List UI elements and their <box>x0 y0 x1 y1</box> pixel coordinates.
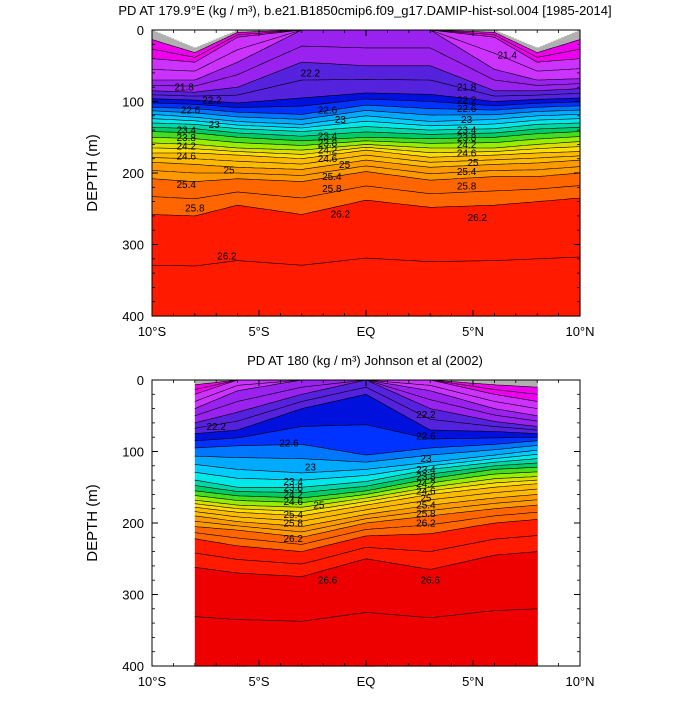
panel-model: PD AT 179.9°E (kg / m³), b.e21.B1850cmip… <box>84 3 612 339</box>
contour-label: 24.6 <box>176 151 196 162</box>
contour-label: 26.2 <box>217 251 237 262</box>
y-tick-label: 100 <box>122 95 144 110</box>
x-tick-label: 5°S <box>248 324 269 339</box>
x-tick-label: 10°N <box>565 324 594 339</box>
contour-label: 21.8 <box>174 83 194 94</box>
contour-label: 25.4 <box>457 167 477 178</box>
contour-label: 25 <box>223 166 235 177</box>
y-tick-label: 0 <box>137 23 144 38</box>
contour-label: 22.6 <box>457 104 477 115</box>
contour-label: 25.8 <box>457 181 477 192</box>
x-tick-label: 5°N <box>462 324 484 339</box>
panel-observed: PD AT 180 (kg / m³) Johnson et al (2002)… <box>84 353 595 689</box>
contour-label: 25.4 <box>176 180 196 191</box>
panel-observed-title: PD AT 180 (kg / m³) Johnson et al (2002) <box>247 353 483 368</box>
contour-label: 22.2 <box>202 96 222 107</box>
contour-label: 26.2 <box>331 209 351 220</box>
contour-label: 25.4 <box>322 172 342 183</box>
y-tick-label: 300 <box>122 238 144 253</box>
y-tick-label: 200 <box>122 166 144 181</box>
panel-model-title: PD AT 179.9°E (kg / m³), b.e21.B1850cmip… <box>118 3 611 18</box>
x-tick-label: 10°S <box>138 324 167 339</box>
contour-label: 25 <box>339 160 351 171</box>
contour-label: 25.8 <box>322 184 342 195</box>
contour-label: 23 <box>461 115 473 126</box>
contour-label: 25.8 <box>185 204 205 215</box>
contour-label: 26.2 <box>468 213 488 224</box>
y-tick-label: 400 <box>122 309 144 324</box>
contour-label: 23 <box>335 115 347 126</box>
panel-observed-filled-contours <box>195 380 538 667</box>
contour-label: 21.8 <box>457 83 477 94</box>
contour-label: 22.6 <box>181 106 201 117</box>
contour-label: 22.2 <box>301 68 321 79</box>
contour-label: 23 <box>209 120 221 131</box>
contour-label: 24.6 <box>318 154 338 165</box>
x-tick-label: EQ <box>357 324 376 339</box>
contour-label: 21.4 <box>497 51 517 62</box>
panel-model-y-label: DEPTH (m) <box>84 134 101 212</box>
